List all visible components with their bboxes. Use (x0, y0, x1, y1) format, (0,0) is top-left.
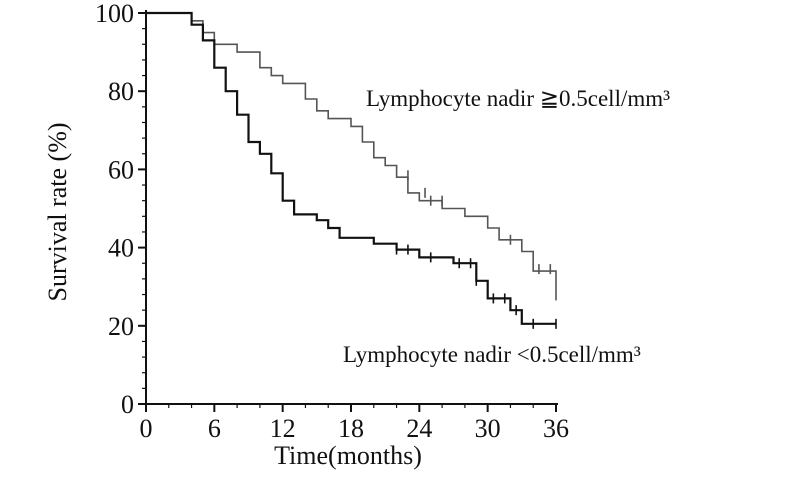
x-tick-label: 12 (270, 414, 296, 443)
x-tick-label: 36 (543, 414, 569, 443)
x-tick-label: 0 (140, 414, 153, 443)
series-label-low: Lymphocyte nadir <0.5cell/mm³ (343, 342, 641, 367)
x-tick-label: 30 (475, 414, 501, 443)
tick-group: 0 20 40 60 80 100 0 6 12 18 24 30 36 (95, 0, 569, 443)
y-tick-label: 60 (108, 155, 134, 184)
x-tick-label: 24 (406, 414, 432, 443)
y-tick-label: 20 (108, 312, 134, 341)
series-group (146, 11, 557, 329)
y-tick-label: 0 (121, 390, 134, 419)
x-axis-title: Time(months) (274, 441, 422, 470)
x-tick-label: 6 (208, 414, 221, 443)
y-tick-label: 80 (108, 77, 134, 106)
y-tick-label: 40 (108, 234, 134, 263)
survival-curve-1 (146, 11, 556, 325)
series-label-high: Lymphocyte nadir ≧0.5cell/mm³ (366, 86, 670, 111)
y-tick-label: 100 (95, 0, 134, 28)
y-axis-title: Survival rate (%) (43, 122, 72, 301)
x-tick-label: 18 (338, 414, 364, 443)
survival-curve-0 (146, 12, 557, 301)
